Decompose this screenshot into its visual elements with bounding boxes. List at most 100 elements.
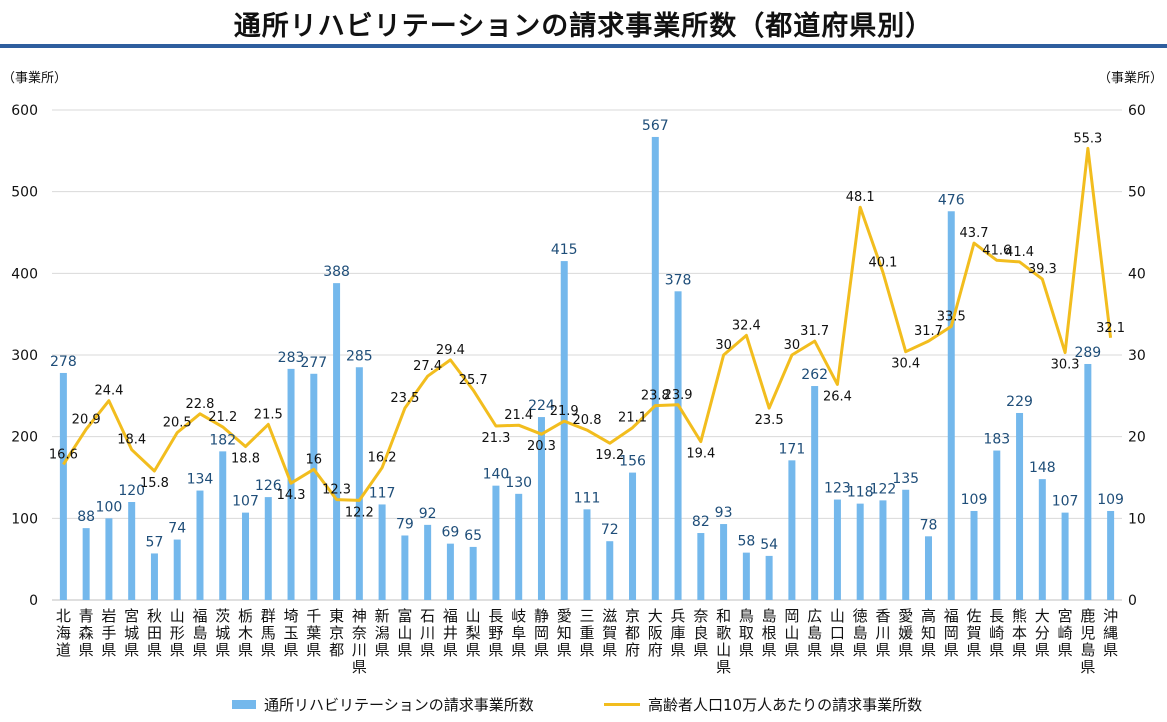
bar-data-label: 567 <box>642 118 669 134</box>
line-data-label: 30 <box>784 338 801 353</box>
bar-data-label: 100 <box>96 499 123 515</box>
bar <box>537 417 545 600</box>
bar <box>811 386 819 600</box>
y2-tick-label: 30 <box>1128 348 1146 364</box>
bar <box>560 261 568 600</box>
x-tick-label: 福岡県 <box>944 607 959 659</box>
x-tick-label: 京都府 <box>625 607 640 659</box>
bar <box>947 211 955 600</box>
x-tick-label: 福島県 <box>192 607 207 659</box>
line-data-label: 18.4 <box>117 433 146 448</box>
line-data-label: 41.4 <box>1005 245 1034 260</box>
legend-line-swatch <box>604 702 640 706</box>
data-labels: 2788810012057741341821071262832773882851… <box>49 118 1125 553</box>
bar-data-label: 123 <box>824 481 851 497</box>
line-data-label: 39.3 <box>1028 262 1057 277</box>
y2-tick-label: 10 <box>1128 511 1146 527</box>
line-data-label: 30.3 <box>1051 358 1080 373</box>
bar-data-label: 224 <box>528 398 555 414</box>
y2-tick-label: 40 <box>1128 266 1146 282</box>
line-data-label: 18.8 <box>231 451 260 466</box>
bar-data-label: 415 <box>551 242 578 258</box>
bar <box>515 493 523 600</box>
line-data-label: 22.8 <box>186 397 215 412</box>
bar <box>82 528 90 600</box>
x-tick-label: 徳島県 <box>853 607 868 659</box>
bar-data-label: 183 <box>983 432 1010 448</box>
bar <box>401 535 409 600</box>
line-data-label: 24.4 <box>94 384 123 399</box>
bar <box>1061 512 1069 600</box>
bar-data-label: 378 <box>665 272 692 288</box>
bar <box>264 497 272 600</box>
bar <box>1107 510 1115 600</box>
bar <box>788 460 796 600</box>
line-data-label: 32.4 <box>732 318 761 333</box>
bar <box>128 502 136 600</box>
bar <box>970 510 978 600</box>
x-tick-label: 長崎県 <box>989 607 1004 659</box>
bar-data-label: 134 <box>187 472 214 488</box>
bar-data-label: 54 <box>760 537 778 553</box>
line-series <box>62 146 1113 502</box>
line-data-label: 19.4 <box>686 447 715 462</box>
bar-data-label: 109 <box>961 492 988 508</box>
x-tick-label: 大分県 <box>1035 607 1050 659</box>
bar-data-label: 107 <box>1052 494 1079 510</box>
y-tick-label: 0 <box>29 593 38 609</box>
bar <box>378 504 386 600</box>
line-data-label: 15.8 <box>140 476 169 491</box>
x-tick-label: 茨城県 <box>215 607 230 659</box>
x-tick-label: 香川県 <box>875 607 890 659</box>
y2-tick-label: 0 <box>1128 593 1137 609</box>
x-tick-label: 岡山県 <box>784 607 799 659</box>
x-tick-label: 長野県 <box>488 607 503 659</box>
bar <box>1084 363 1092 600</box>
y-tick-label: 300 <box>11 348 38 364</box>
bar-data-label: 118 <box>847 485 874 501</box>
bar <box>742 552 750 600</box>
bar-data-label: 65 <box>464 528 482 544</box>
bar-data-label: 171 <box>779 441 806 457</box>
bar-data-label: 107 <box>232 494 259 510</box>
x-tick-label: 群馬県 <box>261 607 276 659</box>
x-tick-label: 秋田県 <box>147 607 162 659</box>
bar <box>424 524 432 600</box>
x-tick-label: 埼玉県 <box>284 607 299 659</box>
bar-data-label: 122 <box>870 481 897 497</box>
bar-data-label: 120 <box>118 483 145 499</box>
bar-data-label: 140 <box>483 467 510 483</box>
bar <box>242 512 250 600</box>
bar-data-label: 78 <box>920 517 938 533</box>
x-tick-label: 鹿児島県 <box>1080 607 1095 676</box>
line-data-label: 21.9 <box>550 404 579 419</box>
line-data-label: 55.3 <box>1073 131 1102 146</box>
bar-data-label: 283 <box>278 350 305 366</box>
line-data-label: 21.1 <box>618 411 647 426</box>
bar-data-label: 79 <box>396 516 414 532</box>
line-data-label: 12.2 <box>345 505 374 520</box>
x-tick-label: 三重県 <box>579 607 594 659</box>
bar-data-label: 58 <box>737 534 755 550</box>
line-data-label: 33.5 <box>937 309 966 324</box>
bar <box>720 524 728 600</box>
x-tick-label: 広島県 <box>807 607 822 659</box>
line-data-label: 27.4 <box>413 359 442 374</box>
x-tick-label: 富山県 <box>397 607 412 659</box>
bar <box>902 489 910 600</box>
page-title: 通所リハビリテーションの請求事業所数（都道府県別） <box>233 11 934 42</box>
bar <box>924 536 932 600</box>
line-data-label: 20.8 <box>573 413 602 428</box>
bar-data-label: 72 <box>601 522 619 538</box>
x-tick-label: 熊本県 <box>1012 607 1027 659</box>
x-tick-label: 鳥取県 <box>739 607 754 659</box>
bar <box>446 543 454 600</box>
grid-lines <box>52 109 1122 601</box>
line-data-label: 21.4 <box>504 408 533 423</box>
line-data-label: 21.5 <box>254 407 283 422</box>
bar <box>492 485 500 600</box>
bar-data-label: 82 <box>692 514 710 530</box>
x-tick-label: 山梨県 <box>466 607 481 659</box>
line-data-label: 25.7 <box>459 373 488 388</box>
